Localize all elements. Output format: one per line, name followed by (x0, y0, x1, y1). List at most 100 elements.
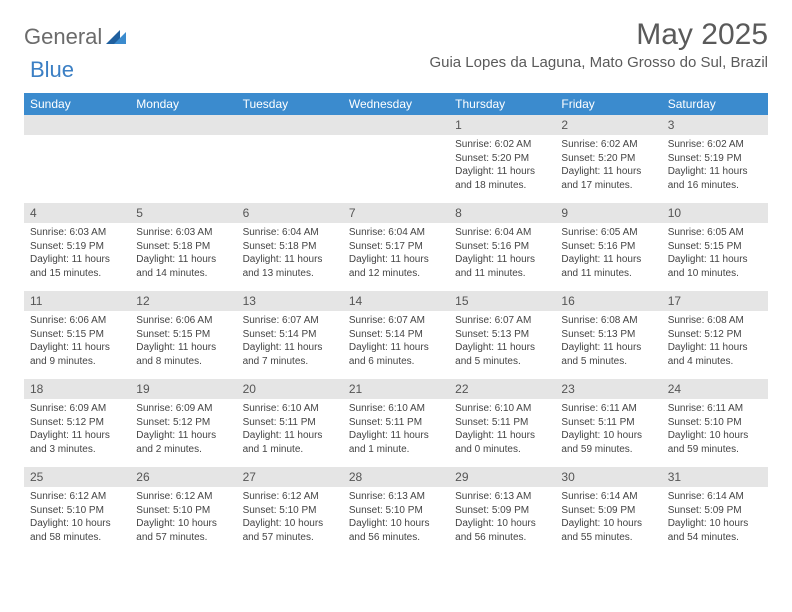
sunrise-text: Sunrise: 6:07 AM (243, 314, 337, 328)
sunrise-text: Sunrise: 6:03 AM (30, 226, 124, 240)
day-cell: 21Sunrise: 6:10 AMSunset: 5:11 PMDayligh… (343, 379, 449, 467)
day-number: 14 (343, 291, 449, 311)
day-cell: 20Sunrise: 6:10 AMSunset: 5:11 PMDayligh… (237, 379, 343, 467)
day-details: Sunrise: 6:02 AMSunset: 5:20 PMDaylight:… (449, 135, 555, 195)
daylight-text: Daylight: 10 hours and 56 minutes. (349, 517, 443, 544)
daylight-text: Daylight: 10 hours and 57 minutes. (243, 517, 337, 544)
day-details: Sunrise: 6:03 AMSunset: 5:18 PMDaylight:… (130, 223, 236, 283)
daylight-text: Daylight: 11 hours and 11 minutes. (455, 253, 549, 280)
daylight-text: Daylight: 11 hours and 18 minutes. (455, 165, 549, 192)
day-number: 29 (449, 467, 555, 487)
empty-day-number (130, 115, 236, 135)
sunset-text: Sunset: 5:13 PM (561, 328, 655, 342)
sunset-text: Sunset: 5:11 PM (561, 416, 655, 430)
day-details: Sunrise: 6:07 AMSunset: 5:14 PMDaylight:… (343, 311, 449, 371)
sunset-text: Sunset: 5:19 PM (30, 240, 124, 254)
day-number: 27 (237, 467, 343, 487)
sunset-text: Sunset: 5:14 PM (349, 328, 443, 342)
day-cell: 29Sunrise: 6:13 AMSunset: 5:09 PMDayligh… (449, 467, 555, 555)
brand-triangle-icon (106, 26, 126, 49)
day-details: Sunrise: 6:13 AMSunset: 5:09 PMDaylight:… (449, 487, 555, 547)
sunset-text: Sunset: 5:15 PM (668, 240, 762, 254)
week-row: 18Sunrise: 6:09 AMSunset: 5:12 PMDayligh… (24, 379, 768, 467)
sunset-text: Sunset: 5:17 PM (349, 240, 443, 254)
daylight-text: Daylight: 11 hours and 17 minutes. (561, 165, 655, 192)
day-cell: 7Sunrise: 6:04 AMSunset: 5:17 PMDaylight… (343, 203, 449, 291)
day-cell: 19Sunrise: 6:09 AMSunset: 5:12 PMDayligh… (130, 379, 236, 467)
weekday-header-row: Sunday Monday Tuesday Wednesday Thursday… (24, 93, 768, 115)
weekday-header: Saturday (662, 93, 768, 115)
sunset-text: Sunset: 5:09 PM (455, 504, 549, 518)
day-cell: 30Sunrise: 6:14 AMSunset: 5:09 PMDayligh… (555, 467, 661, 555)
day-cell: 12Sunrise: 6:06 AMSunset: 5:15 PMDayligh… (130, 291, 236, 379)
day-cell: 17Sunrise: 6:08 AMSunset: 5:12 PMDayligh… (662, 291, 768, 379)
daylight-text: Daylight: 11 hours and 14 minutes. (136, 253, 230, 280)
daylight-text: Daylight: 11 hours and 6 minutes. (349, 341, 443, 368)
sunrise-text: Sunrise: 6:04 AM (455, 226, 549, 240)
brand-logo: General (24, 18, 128, 50)
sunrise-text: Sunrise: 6:05 AM (668, 226, 762, 240)
daylight-text: Daylight: 11 hours and 12 minutes. (349, 253, 443, 280)
day-details: Sunrise: 6:14 AMSunset: 5:09 PMDaylight:… (662, 487, 768, 547)
sunrise-text: Sunrise: 6:14 AM (561, 490, 655, 504)
sunset-text: Sunset: 5:16 PM (561, 240, 655, 254)
daylight-text: Daylight: 10 hours and 56 minutes. (455, 517, 549, 544)
sunset-text: Sunset: 5:15 PM (136, 328, 230, 342)
sunrise-text: Sunrise: 6:13 AM (455, 490, 549, 504)
week-row: 1Sunrise: 6:02 AMSunset: 5:20 PMDaylight… (24, 115, 768, 203)
day-number: 16 (555, 291, 661, 311)
day-details: Sunrise: 6:09 AMSunset: 5:12 PMDaylight:… (24, 399, 130, 459)
daylight-text: Daylight: 11 hours and 5 minutes. (561, 341, 655, 368)
day-details: Sunrise: 6:10 AMSunset: 5:11 PMDaylight:… (343, 399, 449, 459)
day-cell: 16Sunrise: 6:08 AMSunset: 5:13 PMDayligh… (555, 291, 661, 379)
day-details: Sunrise: 6:12 AMSunset: 5:10 PMDaylight:… (237, 487, 343, 547)
daylight-text: Daylight: 11 hours and 7 minutes. (243, 341, 337, 368)
day-number: 22 (449, 379, 555, 399)
day-details: Sunrise: 6:06 AMSunset: 5:15 PMDaylight:… (130, 311, 236, 371)
day-number: 31 (662, 467, 768, 487)
sunset-text: Sunset: 5:14 PM (243, 328, 337, 342)
day-cell: 3Sunrise: 6:02 AMSunset: 5:19 PMDaylight… (662, 115, 768, 203)
sunset-text: Sunset: 5:19 PM (668, 152, 762, 166)
day-details: Sunrise: 6:07 AMSunset: 5:13 PMDaylight:… (449, 311, 555, 371)
day-number: 26 (130, 467, 236, 487)
location-subtitle: Guia Lopes da Laguna, Mato Grosso do Sul… (429, 54, 768, 71)
sunset-text: Sunset: 5:16 PM (455, 240, 549, 254)
day-details: Sunrise: 6:09 AMSunset: 5:12 PMDaylight:… (130, 399, 236, 459)
day-cell (343, 115, 449, 203)
sunset-text: Sunset: 5:10 PM (243, 504, 337, 518)
sunrise-text: Sunrise: 6:08 AM (561, 314, 655, 328)
sunset-text: Sunset: 5:18 PM (136, 240, 230, 254)
sunrise-text: Sunrise: 6:02 AM (668, 138, 762, 152)
sunrise-text: Sunrise: 6:14 AM (668, 490, 762, 504)
day-number: 3 (662, 115, 768, 135)
day-number: 2 (555, 115, 661, 135)
sunrise-text: Sunrise: 6:08 AM (668, 314, 762, 328)
sunrise-text: Sunrise: 6:02 AM (561, 138, 655, 152)
day-number: 24 (662, 379, 768, 399)
weekday-header: Sunday (24, 93, 130, 115)
sunset-text: Sunset: 5:11 PM (243, 416, 337, 430)
weekday-header: Monday (130, 93, 236, 115)
weeks-container: 1Sunrise: 6:02 AMSunset: 5:20 PMDaylight… (24, 115, 768, 555)
daylight-text: Daylight: 10 hours and 59 minutes. (668, 429, 762, 456)
day-number: 8 (449, 203, 555, 223)
day-details: Sunrise: 6:08 AMSunset: 5:13 PMDaylight:… (555, 311, 661, 371)
daylight-text: Daylight: 10 hours and 59 minutes. (561, 429, 655, 456)
sunset-text: Sunset: 5:12 PM (668, 328, 762, 342)
day-number: 19 (130, 379, 236, 399)
day-number: 15 (449, 291, 555, 311)
day-cell: 5Sunrise: 6:03 AMSunset: 5:18 PMDaylight… (130, 203, 236, 291)
daylight-text: Daylight: 11 hours and 15 minutes. (30, 253, 124, 280)
day-number: 17 (662, 291, 768, 311)
daylight-text: Daylight: 11 hours and 10 minutes. (668, 253, 762, 280)
sunset-text: Sunset: 5:20 PM (455, 152, 549, 166)
day-number: 13 (237, 291, 343, 311)
brand-part1: General (24, 24, 102, 50)
sunrise-text: Sunrise: 6:10 AM (243, 402, 337, 416)
day-number: 9 (555, 203, 661, 223)
day-cell: 15Sunrise: 6:07 AMSunset: 5:13 PMDayligh… (449, 291, 555, 379)
day-number: 10 (662, 203, 768, 223)
daylight-text: Daylight: 11 hours and 11 minutes. (561, 253, 655, 280)
day-details: Sunrise: 6:04 AMSunset: 5:18 PMDaylight:… (237, 223, 343, 283)
